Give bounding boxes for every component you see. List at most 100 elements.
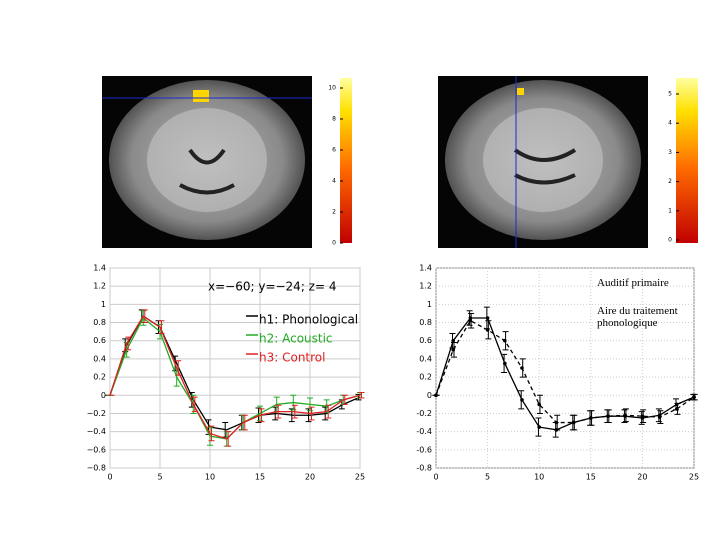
colorbar-tick-label: 2 (332, 209, 336, 216)
x-tick-label: 5 (157, 473, 162, 482)
x-tick-label: 25 (355, 473, 365, 482)
error-bar (141, 309, 148, 324)
y-tick-label: 0.8 (419, 318, 432, 327)
x-tick-label: 25 (689, 473, 699, 482)
x-tick-label: 10 (205, 473, 215, 482)
error-bar (258, 408, 265, 423)
point (571, 420, 576, 425)
error-bar (225, 431, 232, 447)
y-tick-label: 0.2 (419, 373, 432, 382)
error-bar (341, 394, 348, 405)
colorbar-tick-label: 8 (332, 116, 336, 123)
error-bar (158, 320, 165, 334)
legend-label: h3: Control (259, 351, 325, 365)
y-tick-label: -0.8 (416, 464, 432, 473)
point (589, 416, 593, 420)
x-tick-label: 10 (534, 473, 544, 482)
y-tick-label: 0.2 (93, 373, 106, 382)
error-bar (308, 406, 315, 421)
colorbar-tick-label: 0 (332, 240, 336, 247)
plot-area (435, 267, 695, 469)
y-tick-label: 1.4 (93, 264, 106, 273)
y-tick-label: -0.2 (416, 409, 432, 418)
y-tick-label: 0.6 (419, 336, 432, 345)
y-tick-label: -0.4 (416, 427, 432, 436)
colorbar-tick-label: 5 (668, 91, 672, 98)
x-tick-label: 0 (433, 473, 438, 482)
point (606, 414, 610, 418)
y-tick-label: 1 (427, 300, 432, 309)
point (485, 328, 490, 332)
y-tick-label: −0.4 (87, 427, 106, 436)
point (451, 348, 456, 352)
colorbar-tick-label: 0 (668, 237, 672, 244)
colorbar-tick-label: 1 (668, 207, 672, 214)
error-bar (125, 336, 132, 351)
colorbar-tick-label: 2 (668, 178, 672, 185)
y-tick-label: −0.2 (87, 409, 106, 418)
error-bar (175, 360, 182, 376)
error-bar (325, 404, 332, 419)
y-tick-label: -0.6 (416, 445, 432, 454)
colorbar (676, 78, 698, 243)
x-tick-label: 20 (305, 473, 315, 482)
point (692, 395, 696, 399)
x-tick-label: 5 (485, 473, 490, 482)
point (468, 318, 473, 323)
brain-image (438, 76, 648, 248)
y-tick-label: 0.4 (93, 354, 106, 363)
colorbar-tick-label: 6 (332, 147, 336, 154)
point (434, 393, 438, 398)
y-tick-label: 0 (101, 391, 106, 400)
series-line (109, 315, 361, 440)
error-bar (358, 392, 365, 399)
point (554, 420, 559, 425)
point (520, 398, 524, 402)
error-bar (291, 404, 298, 419)
point (537, 402, 541, 407)
colorbar-tick-label: 4 (332, 178, 336, 185)
point (485, 316, 490, 320)
point (503, 361, 507, 366)
colorbar-tick-label: 10 (328, 85, 336, 92)
legend-label: Aire du traitement phonologique (597, 305, 678, 329)
point (503, 338, 507, 343)
y-tick-label: 0.8 (93, 318, 106, 327)
point (623, 413, 627, 418)
y-tick-label: 0.6 (93, 336, 106, 345)
y-tick-label: 1.2 (93, 282, 106, 291)
point (640, 414, 645, 418)
y-tick-label: −0.6 (87, 445, 106, 454)
y-tick-label: 1.4 (419, 264, 432, 273)
y-tick-label: 1 (101, 300, 106, 309)
annotation: x=−60; y=−24; z= 4 (208, 280, 336, 294)
colorbar-tick-label: 4 (668, 120, 672, 127)
y-tick-label: 0.4 (419, 354, 432, 363)
colorbar-tick-label: 3 (668, 149, 672, 156)
error-bar (208, 425, 215, 442)
x-tick-label: 15 (255, 473, 265, 482)
point (520, 366, 524, 370)
y-tick-label: −0.8 (87, 464, 106, 473)
x-tick-label: 0 (107, 473, 112, 482)
point (537, 425, 541, 429)
point (451, 338, 456, 343)
colorbar (340, 78, 352, 243)
series-line (435, 319, 695, 424)
legend-label: h1: Phonological (259, 313, 358, 327)
legend-label: Auditif primaire (597, 277, 669, 289)
brain-image (102, 76, 312, 248)
y-tick-label: 0 (427, 391, 432, 400)
y-tick-label: 1.2 (419, 282, 432, 291)
point (657, 415, 662, 419)
point (674, 407, 679, 411)
x-tick-label: 20 (637, 473, 647, 482)
legend-label: h2: Acoustic (259, 332, 333, 346)
error-bar (191, 396, 198, 413)
error-bar (275, 404, 282, 419)
plot-area (109, 267, 361, 469)
x-tick-label: 15 (586, 473, 596, 482)
error-bar (241, 414, 248, 431)
